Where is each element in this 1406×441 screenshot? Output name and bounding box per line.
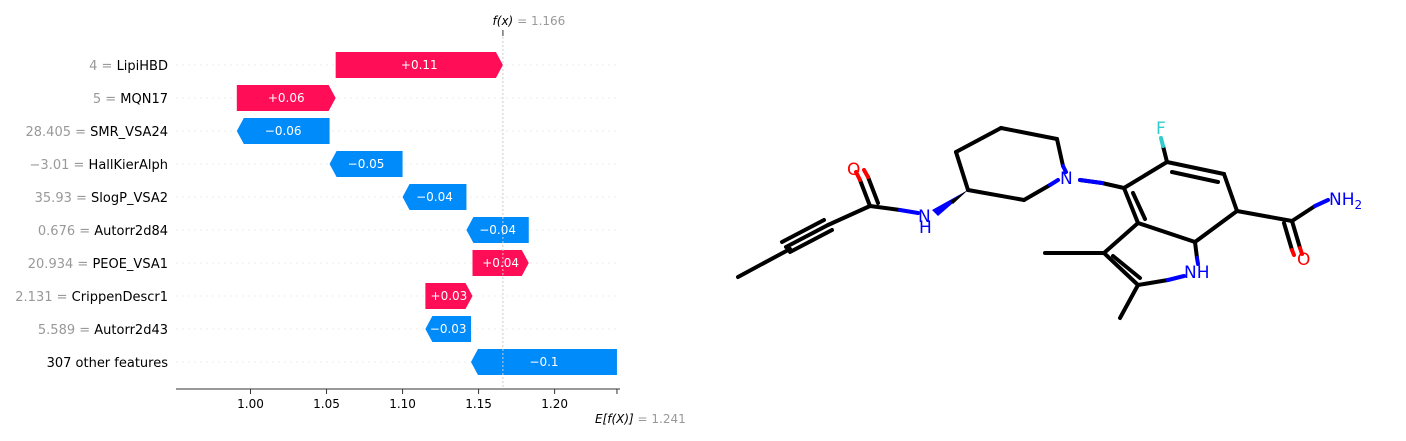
feature-name: 307 other features (47, 356, 169, 371)
amide-n-label: N (918, 207, 931, 227)
x-tick-label: 1.15 (465, 397, 492, 411)
feature-name: Autorr2d84 (94, 224, 168, 239)
contribution-value: −0.04 (416, 190, 453, 204)
indole-nh-label: NH (1184, 263, 1210, 283)
feature-label: 307 other features (47, 356, 169, 371)
contribution-bar (335, 52, 503, 78)
contribution-bar (236, 85, 336, 111)
shap-waterfall-chart: 4 = LipiHBD 5 = MQN17 28.405 = SMR_VSA24 −3… (15, 14, 686, 426)
contribution-value: −0.1 (529, 355, 558, 369)
feature-label: 0.676 = Autorr2d84 (38, 224, 168, 239)
contribution-value: +0.06 (268, 91, 305, 105)
feature-value: 2.131 (15, 290, 52, 305)
amide-h-label: H (919, 218, 932, 238)
contribution-bar (236, 118, 330, 144)
feature-label: −3.01 = HallKierAlph (30, 158, 168, 173)
feature-value: 5.589 (38, 323, 75, 338)
feature-value: −3.01 (30, 158, 70, 173)
molecule-structure: F N N H O O NH2 NH (736, 119, 1362, 320)
fx-value: 1.166 (531, 14, 565, 28)
oxygen-right-label: O (1297, 250, 1310, 270)
contribution-bar (425, 283, 473, 309)
oxygen-left-label: O (847, 160, 860, 180)
x-tick-label: 1.20 (541, 397, 568, 411)
x-tick-label: 1.05 (313, 397, 340, 411)
feature-name: SlogP_VSA2 (91, 191, 168, 206)
feature-label: 5 = MQN17 (93, 92, 168, 107)
piperidine-nitrogen-label: N (1060, 169, 1073, 189)
fx-label: f(x) = 1.166 (493, 14, 566, 36)
feature-value: 20.934 (28, 257, 74, 272)
feature-value: 28.405 (26, 125, 72, 140)
contribution-bar (470, 349, 617, 375)
contribution-value: +0.04 (482, 256, 519, 270)
fluorine-atom-label: F (1156, 119, 1166, 139)
feature-name: LipiHBD (117, 59, 168, 74)
contribution-value: −0.05 (348, 157, 385, 171)
feature-value: 4 (89, 59, 97, 74)
contribution-bar (425, 316, 471, 342)
contribution-bar (402, 184, 467, 210)
contribution-bar (466, 217, 529, 243)
svg-text:f(x) = 1.166: f(x) = 1.166 (493, 14, 566, 28)
feature-name: SMR_VSA24 (90, 125, 168, 140)
feature-name: HallKierAlph (89, 158, 168, 173)
contribution-value: +0.11 (401, 58, 438, 72)
contribution-bar (472, 250, 529, 276)
feature-label: 4 = LipiHBD (89, 59, 168, 74)
feature-name: MQN17 (120, 92, 168, 107)
base-value: 1.241 (651, 412, 685, 426)
feature-label: 2.131 = CrippenDescr1 (15, 290, 168, 305)
nh2-label: NH2 (1329, 190, 1362, 212)
contribution-value: −0.03 (430, 322, 467, 336)
feature-name: CrippenDescr1 (72, 290, 168, 305)
feature-rows: 4 = LipiHBD 5 = MQN17 28.405 = SMR_VSA24 −3… (15, 59, 620, 371)
feature-label: 35.93 = SlogP_VSA2 (35, 191, 168, 206)
expected-value-label: E[f(X)] = 1.241 (595, 389, 686, 426)
fx-symbol: f(x) (493, 14, 514, 28)
feature-value: 35.93 (35, 191, 72, 206)
contribution-bars: +0.11 +0.06 −0.06 −0.05 −0.04 −0.04 +0.04 +0.03… (236, 52, 617, 375)
x-tick-label: 1.10 (389, 397, 416, 411)
feature-name: Autorr2d43 (94, 323, 168, 338)
contribution-value: +0.03 (431, 289, 468, 303)
x-axis-ticks: 1.00 1.05 1.10 1.15 1.20 (237, 389, 568, 411)
base-symbol: E[f(X)] (595, 412, 634, 426)
svg-text:E[f(X)] = 1.241: E[f(X)] = 1.241 (595, 412, 686, 426)
feature-label: 5.589 = Autorr2d43 (38, 323, 168, 338)
feature-label: 28.405 = SMR_VSA24 (26, 125, 169, 140)
feature-value: 0.676 (38, 224, 75, 239)
feature-label: 20.934 = PEOE_VSA1 (28, 257, 168, 272)
feature-value: 5 (93, 92, 101, 107)
x-tick-label: 1.00 (237, 397, 264, 411)
contribution-value: −0.06 (265, 124, 302, 138)
contribution-value: −0.04 (479, 223, 516, 237)
contribution-bar (329, 151, 403, 177)
feature-name: PEOE_VSA1 (92, 257, 168, 272)
